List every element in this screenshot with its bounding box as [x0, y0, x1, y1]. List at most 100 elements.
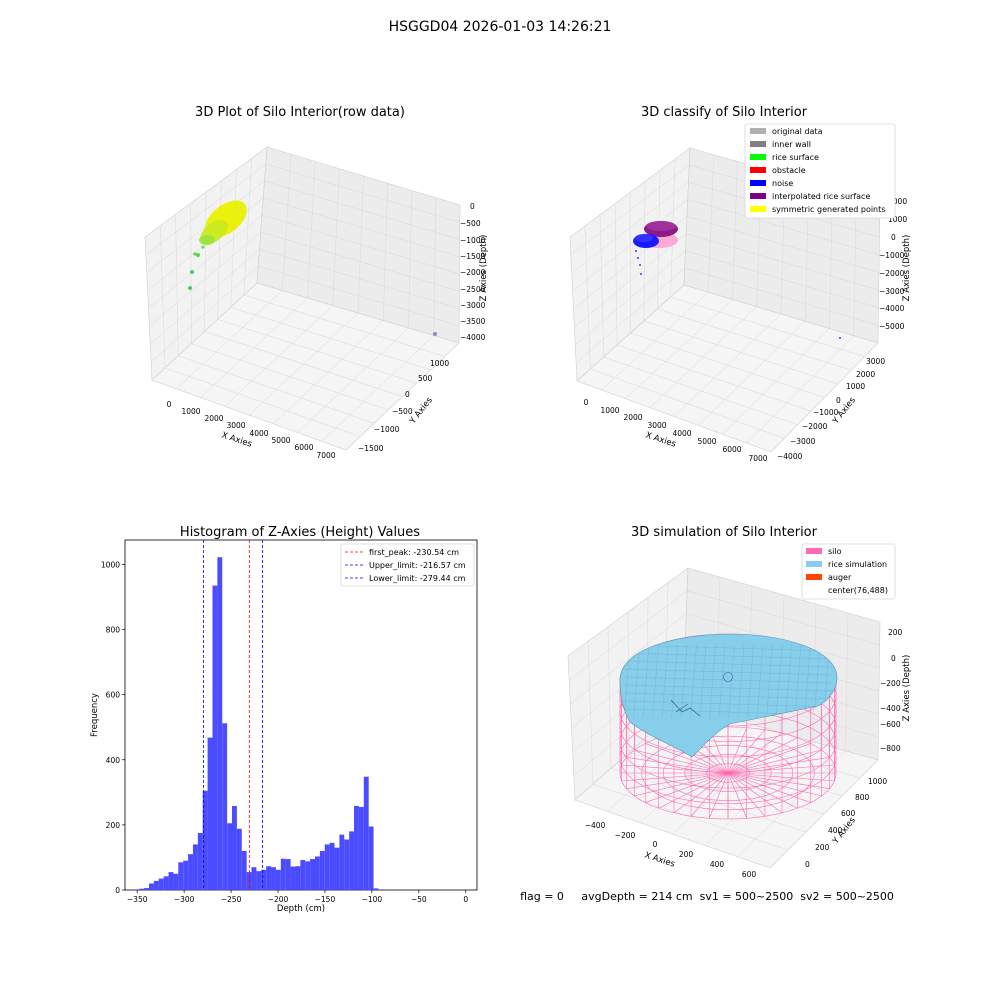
histogram-xtick-label: −100	[362, 895, 383, 904]
raw-xtick: 1000	[181, 407, 200, 416]
wall-gridline	[230, 169, 237, 308]
floor-gridline	[670, 296, 865, 357]
wall-gridline	[243, 158, 252, 296]
sim-zlabel: Z Axies (Depth)	[902, 655, 912, 722]
classify-xtick: 3000	[647, 421, 666, 430]
wall-gridline	[643, 181, 646, 322]
histogram-ytick-label: 600	[106, 691, 121, 700]
silo-floor-spoke	[727, 772, 811, 803]
histogram-bar	[310, 859, 315, 890]
histogram-bar	[188, 854, 193, 890]
rice-mesh-line	[747, 644, 754, 719]
histogram-ytick-label: 0	[115, 886, 120, 895]
classify-ytick: 3000	[866, 357, 885, 366]
raw-ztick: −2500	[460, 285, 486, 294]
wall-gridline	[258, 265, 460, 326]
figure-suptitle: HSGGD04 2026-01-03 14:26:21	[389, 19, 612, 35]
histogram-x-ticks: −350 −300 −250 −200 −150 −100 −50 0	[127, 890, 468, 904]
raw-point-cloud	[188, 200, 437, 336]
rice-crevice	[670, 699, 701, 717]
histogram-bar	[236, 828, 242, 890]
panel-simulation-title: 3D simulation of Silo Interior	[631, 525, 818, 540]
histogram-bar	[329, 842, 335, 890]
raw-ztick: −3500	[460, 317, 486, 326]
floor-gridline	[698, 321, 806, 426]
legend-label: interpolated rice surface	[772, 192, 870, 201]
classify-zlabel: Z Axies (Depth)	[902, 235, 912, 302]
raw-ytick: −1500	[358, 444, 384, 453]
legend-swatch-rice-simulation	[806, 561, 822, 567]
panel-raw-title: 3D Plot of Silo Interior(row data)	[195, 105, 405, 120]
histogram-bar	[280, 858, 286, 890]
sim-ztick: −800	[880, 744, 901, 753]
raw-ytick: −1000	[374, 425, 400, 434]
legend-swatch-noise	[750, 180, 766, 186]
wall-gridline	[150, 265, 259, 363]
silo-floor-spoke	[727, 772, 822, 797]
raw-ytick: 1000	[430, 359, 449, 368]
sim-ytick: 800	[855, 793, 870, 802]
wall-gridline	[686, 233, 879, 291]
histogram-bar	[168, 872, 174, 890]
rice-mesh-line	[652, 644, 659, 719]
classify-xtick: 6000	[722, 445, 741, 454]
raw-xtick: 6000	[294, 443, 313, 452]
histogram-xtick-label: −50	[411, 895, 427, 904]
sim-ztick: 200	[888, 628, 903, 637]
legend-label: inner wall	[772, 140, 811, 149]
floor-gridline	[657, 308, 852, 371]
silo-floor-spoke	[626, 772, 729, 790]
histogram-bar	[149, 883, 154, 890]
legend-swatch-interpolated	[750, 193, 766, 199]
sim-ytick: 1000	[868, 777, 887, 786]
histogram-xlabel: Depth (cm)	[277, 904, 325, 914]
legend-label: noise	[772, 179, 793, 188]
histogram-plot-area	[124, 539, 478, 891]
classify-ztick: −5000	[879, 322, 905, 331]
classify-ztick: −2000	[879, 269, 905, 278]
wall-gridline	[150, 248, 260, 345]
classify-xtick: 4000	[672, 429, 691, 438]
classify-ytick: −4000	[777, 452, 803, 461]
histogram-bar	[339, 834, 345, 890]
floor-gridline	[321, 335, 434, 442]
histogram-bar	[363, 776, 369, 890]
rice-mesh-line	[690, 644, 697, 719]
floor-gridline	[230, 307, 431, 370]
wall-gridline	[383, 183, 388, 321]
classify-gridlines	[570, 154, 880, 444]
raw-ztick: 0	[470, 202, 475, 211]
silo-floor-spoke	[727, 729, 766, 774]
classify-ytick: 2000	[856, 370, 875, 379]
sim-ytick: 200	[815, 843, 830, 852]
panel-simulation-3d: 3D simulation of Silo Interior −400 −200…	[567, 525, 912, 879]
sim-ztick: −400	[880, 704, 901, 713]
floor-gridline	[273, 320, 384, 424]
silo-floor-spoke	[658, 772, 729, 809]
wall-gridline	[685, 250, 879, 308]
raw-xtick: 0	[167, 400, 172, 409]
histogram-bar	[334, 847, 340, 890]
histogram-bar	[324, 844, 330, 890]
legend-label: Lower_limit: -279.44 cm	[369, 574, 466, 583]
histogram-bar	[173, 873, 179, 890]
histogram-bar	[158, 878, 164, 890]
rice-mesh-line	[624, 644, 833, 652]
silo-floor-ring	[706, 763, 750, 783]
classify-ztick: 0	[891, 233, 896, 242]
sim-xtick: −200	[615, 831, 636, 840]
rice-mesh-line	[633, 644, 640, 719]
silo-floor-spoke	[708, 772, 729, 819]
sim-ztick: 0	[891, 654, 896, 663]
silo-floor-spoke	[727, 764, 835, 774]
wall-gridline	[217, 180, 222, 320]
floor-gridline	[737, 750, 846, 857]
histogram-bar	[305, 861, 311, 890]
silo-floor-spoke	[634, 749, 729, 774]
classify-ztick: −4000	[879, 304, 905, 313]
classify-ytick: 1000	[846, 382, 865, 391]
legend-swatch-inner-wall	[750, 141, 766, 147]
wall-gridline	[408, 190, 412, 329]
floor-gridline	[643, 320, 838, 385]
rice-mesh-line	[680, 644, 688, 719]
